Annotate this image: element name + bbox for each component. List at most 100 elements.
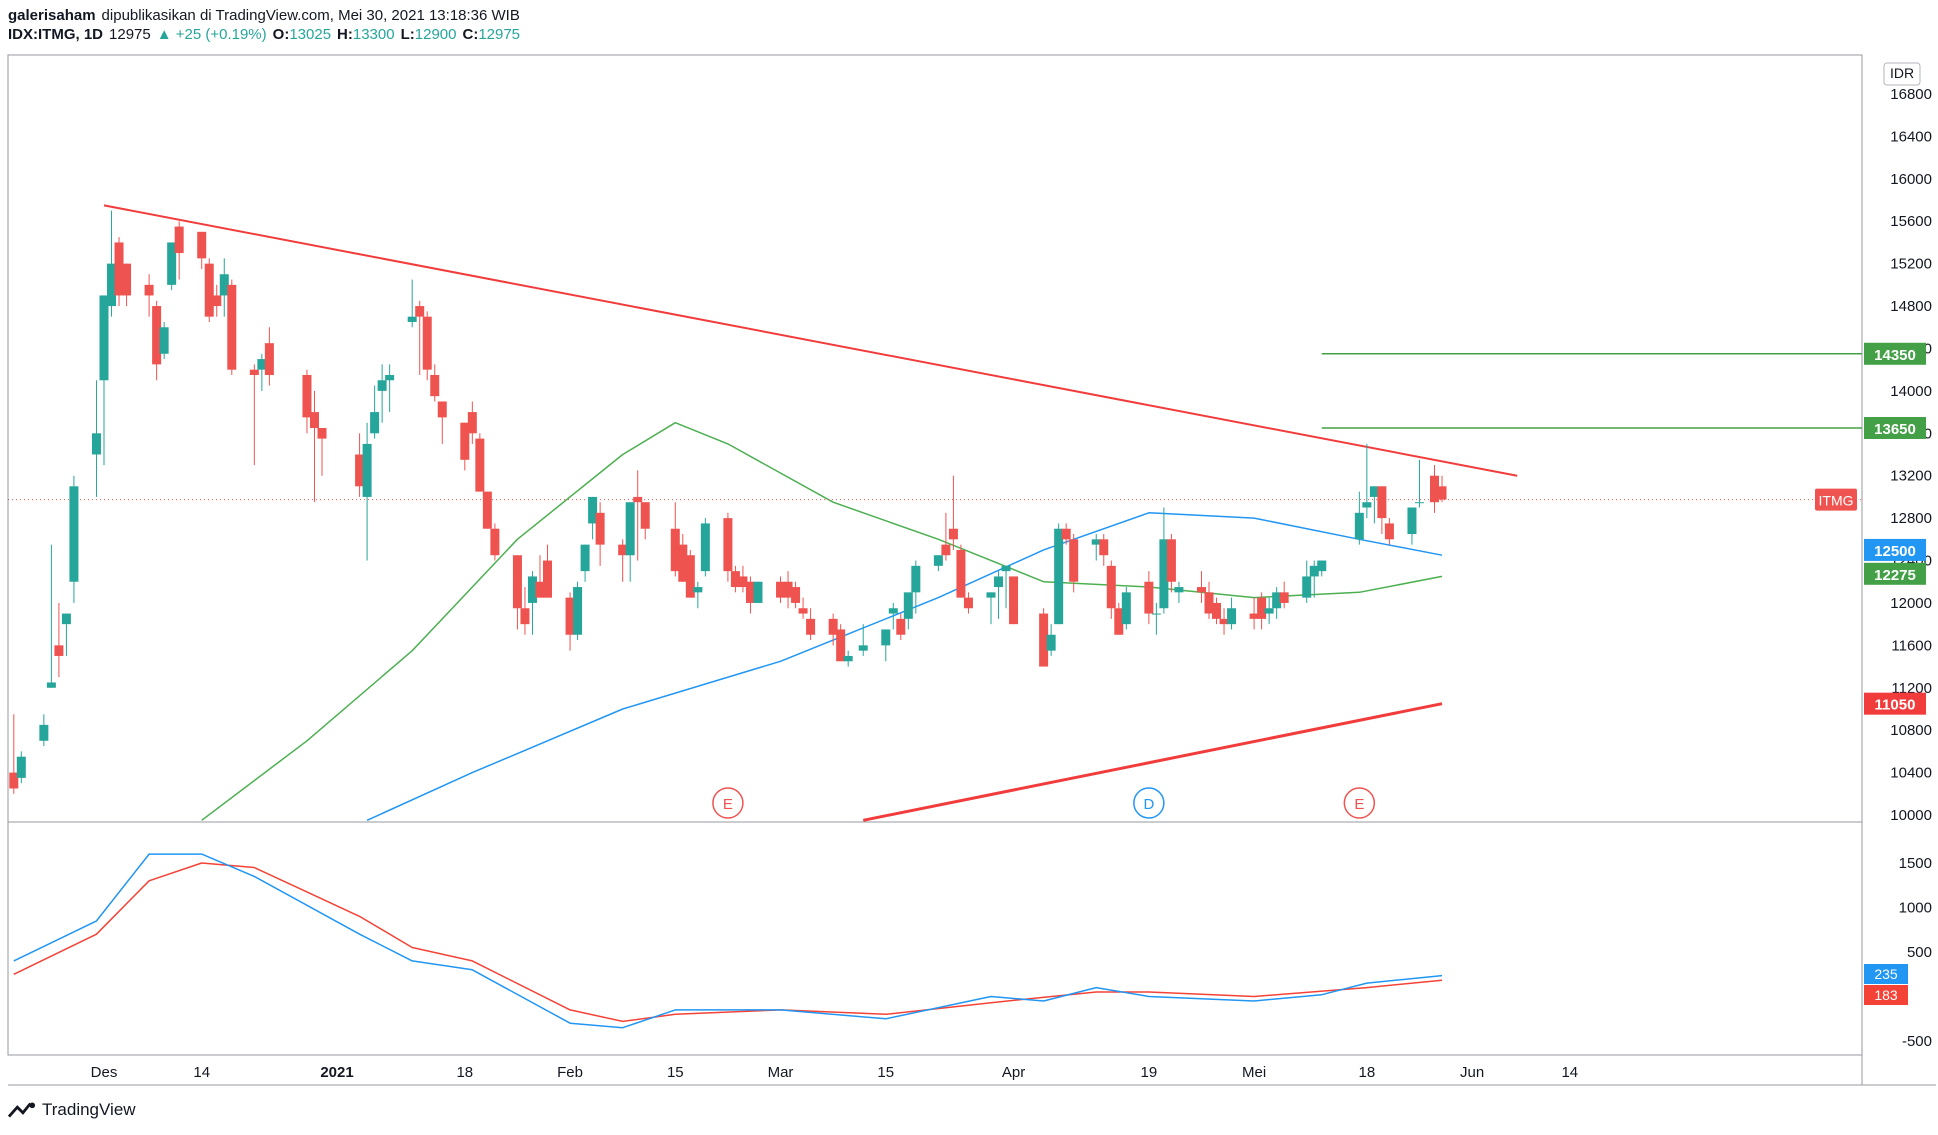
candle-up (911, 565, 921, 593)
level-badge (1864, 342, 1926, 365)
price-axis-badge-label: 12275 (1874, 567, 1916, 584)
candle-down (1099, 539, 1109, 556)
candle-up (580, 544, 590, 572)
currency-label: IDR (1890, 65, 1914, 81)
candle-down (1257, 597, 1267, 619)
ohlc-close: C:12975 (462, 25, 520, 44)
candle-down (791, 587, 801, 603)
high-label: H: (337, 26, 353, 43)
candle-down (685, 555, 695, 598)
candle-up (99, 295, 109, 381)
candle-down (482, 491, 492, 529)
time-tick-label: Jun (1460, 1064, 1484, 1081)
candle-down (828, 618, 838, 635)
price-tick-label: 15200 (1890, 256, 1932, 273)
candle-down (422, 316, 432, 370)
level-badge-label: 14350 (1874, 347, 1916, 364)
candle-up (573, 587, 583, 635)
candle-down (144, 284, 154, 296)
price-tick-label: 16000 (1890, 171, 1932, 188)
symbol-price-badge (1815, 488, 1857, 511)
candle-down (302, 374, 312, 418)
candle-up (1159, 539, 1169, 609)
candle-down (9, 772, 19, 789)
time-tick-label: 15 (877, 1064, 894, 1081)
macd-tick-label: 500 (1907, 944, 1932, 961)
candle-down (745, 581, 755, 603)
author-name[interactable]: galerisaham (8, 7, 96, 24)
candle-down (355, 454, 365, 487)
candle-down (264, 343, 274, 375)
event-marker-label: E (1354, 796, 1364, 813)
candle-down (512, 555, 522, 609)
candle-down (1039, 613, 1049, 667)
candle-up (46, 682, 56, 688)
candle-down (1437, 486, 1447, 500)
level-badge-label: 13650 (1874, 421, 1916, 438)
price-tick-label: 11200 (1891, 680, 1932, 697)
price-tick-label: 16800 (1890, 86, 1932, 103)
candle-down (204, 263, 214, 317)
publish-info: dipublikasikan di TradingView.com, Mei 3… (101, 7, 520, 24)
candle-down (490, 528, 500, 556)
macd-badge (1864, 985, 1908, 1005)
candle-up (1054, 528, 1064, 625)
price-tick-label: 14800 (1890, 298, 1932, 315)
price-axis-badge (1864, 562, 1926, 585)
ma-green-line (201, 421, 1443, 821)
macd-badge (1864, 964, 1908, 984)
candle-down (738, 576, 748, 588)
event-marker (1133, 787, 1165, 819)
macd-badge-label: 235 (1874, 966, 1898, 982)
candle-down (227, 284, 237, 370)
candle-up (385, 374, 395, 381)
symbol-name[interactable]: IDX:ITMG, 1D (8, 26, 104, 43)
tradingview-logo-icon (8, 1102, 36, 1118)
footer-brand[interactable]: TradingView (8, 1100, 136, 1120)
candle-down (723, 518, 733, 572)
candle-down (174, 226, 184, 254)
candle-up (1414, 502, 1424, 504)
chart-header: galerisaham dipublikasikan di TradingVie… (8, 6, 520, 44)
candle-up (986, 592, 996, 598)
candle-down (1219, 618, 1229, 625)
time-tick-label: 14 (193, 1064, 210, 1081)
candle-up (167, 242, 177, 285)
candle-down (1114, 608, 1124, 635)
time-tick-label: 15 (667, 1064, 684, 1081)
time-tick-label: Apr (1002, 1064, 1025, 1081)
candle-down (670, 528, 680, 572)
candle-down (633, 496, 643, 503)
candle-down (1204, 592, 1214, 614)
candle-up (257, 359, 267, 370)
candle-down (956, 549, 966, 598)
time-tick-label: 19 (1141, 1064, 1158, 1081)
candle-down (730, 571, 740, 588)
price-tick-label: 12000 (1890, 595, 1932, 612)
event-marker (712, 787, 744, 819)
candle-up (994, 576, 1004, 588)
candle-up (1354, 512, 1364, 540)
price-plot (8, 204, 1862, 822)
low-label: L: (400, 26, 415, 43)
price-tick-label: 12800 (1890, 510, 1932, 527)
macd-tick-label: 1000 (1899, 900, 1932, 917)
currency-box (1883, 62, 1921, 86)
candle-up (1151, 613, 1161, 615)
time-tick-label: 18 (1359, 1064, 1376, 1081)
candle-up (588, 496, 598, 524)
candle-down (415, 306, 425, 317)
lower-trendline (862, 702, 1443, 822)
last-price: 12975 (109, 26, 151, 43)
candle-up (1121, 592, 1131, 625)
candle-down (543, 560, 553, 598)
publish-line: galerisaham dipublikasikan di TradingVie… (8, 6, 520, 25)
macd-badge-label: 183 (1874, 987, 1898, 1003)
candle-up (1264, 608, 1274, 614)
event-marker-label: D (1143, 796, 1154, 813)
time-tick-label: Feb (557, 1064, 583, 1081)
candle-up (1174, 587, 1184, 593)
macd-plot (13, 853, 1443, 1029)
price-axis-badge-label: 11050 (1875, 697, 1916, 714)
